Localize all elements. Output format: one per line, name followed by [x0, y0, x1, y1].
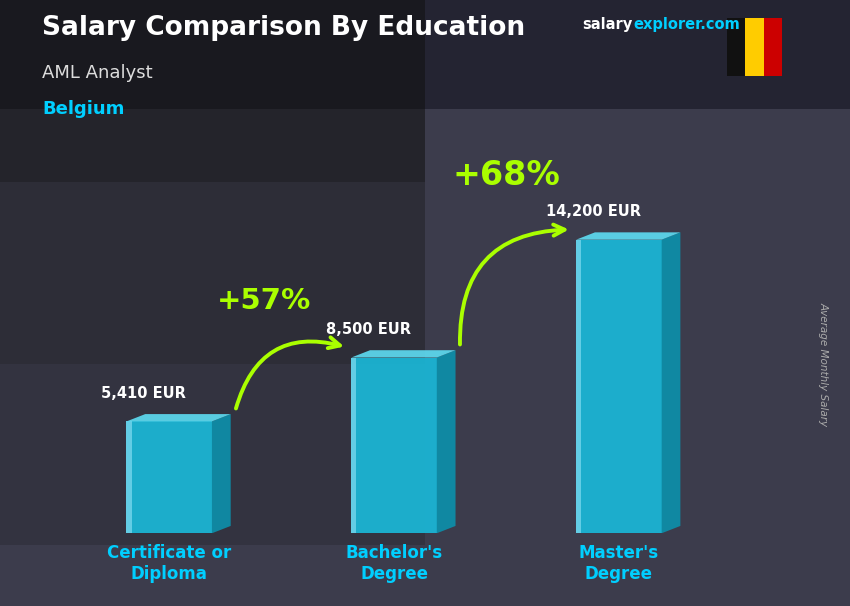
Text: AML Analyst: AML Analyst — [42, 64, 153, 82]
Text: explorer.com: explorer.com — [633, 17, 740, 32]
Bar — [745, 18, 763, 76]
Text: salary: salary — [582, 17, 632, 32]
Text: 14,200 EUR: 14,200 EUR — [546, 204, 641, 219]
Polygon shape — [661, 232, 680, 533]
Polygon shape — [127, 421, 212, 533]
Polygon shape — [127, 414, 230, 421]
Text: Belgium: Belgium — [42, 100, 125, 118]
Polygon shape — [576, 240, 581, 533]
Text: +68%: +68% — [452, 159, 560, 191]
Polygon shape — [351, 350, 456, 358]
Polygon shape — [212, 414, 230, 533]
Polygon shape — [576, 232, 680, 240]
Polygon shape — [576, 240, 661, 533]
Text: Average Monthly Salary: Average Monthly Salary — [819, 302, 829, 425]
Bar — [763, 18, 782, 76]
Polygon shape — [437, 350, 456, 533]
Text: +57%: +57% — [217, 287, 311, 315]
Text: 5,410 EUR: 5,410 EUR — [101, 386, 186, 401]
Text: Salary Comparison By Education: Salary Comparison By Education — [42, 15, 525, 41]
Bar — [727, 18, 745, 76]
Polygon shape — [351, 358, 437, 533]
Polygon shape — [127, 421, 132, 533]
Text: 8,500 EUR: 8,500 EUR — [326, 322, 411, 337]
Polygon shape — [351, 358, 356, 533]
